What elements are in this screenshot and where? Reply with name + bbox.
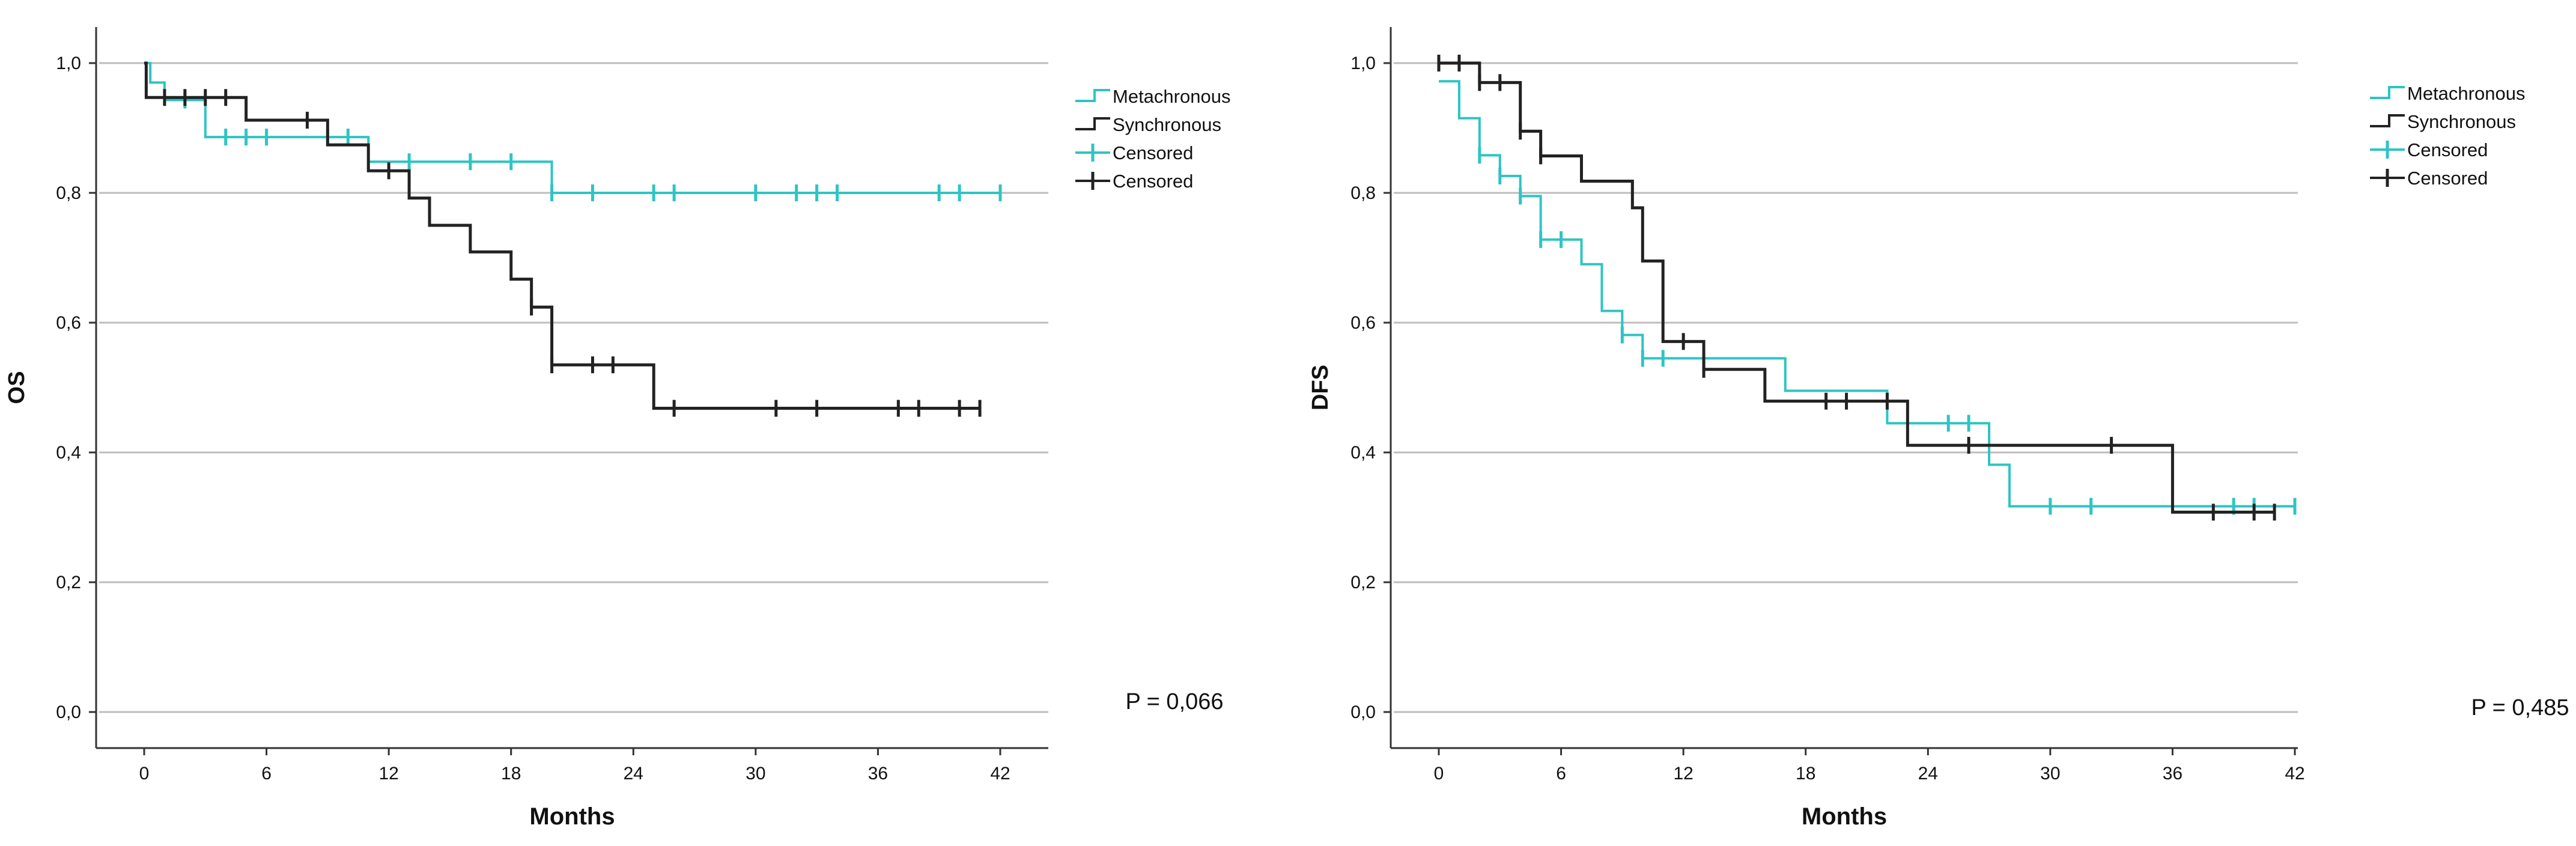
x-tick-label: 42 — [990, 764, 1010, 784]
legend-line-swatch — [2370, 86, 2405, 99]
x-tick-label: 36 — [2163, 764, 2183, 784]
y-axis-title: OS — [4, 371, 29, 404]
metachronous-survival-line — [1439, 80, 2295, 508]
y-tick-label: 0,6 — [1350, 313, 1376, 333]
legend-label: Metachronous — [2407, 83, 2525, 104]
x-tick-label: 6 — [1556, 764, 1566, 784]
legend-label: Censored — [2407, 139, 2488, 160]
x-tick-label: 6 — [261, 764, 272, 784]
x-tick-label: 24 — [1918, 764, 1938, 784]
legend-label: Metachronous — [1113, 86, 1230, 107]
legend-line-swatch — [2370, 114, 2405, 127]
dfs-chart: 0,0 0,2 0,4 0,6 0,8 1,0 0 6 12 18 24 30 36 42 Months DF… — [1308, 27, 2569, 830]
x-tick-label: 36 — [868, 764, 888, 784]
y-tick-label: 0,0 — [1350, 702, 1376, 722]
os-chart: 0,0 0,2 0,4 0,6 0,8 1,0 0 6 12 18 24 30 36 42 Months OS… — [4, 27, 1230, 830]
synchronous-survival-line — [1439, 61, 2275, 514]
y-tick-label: 0,8 — [1350, 183, 1376, 203]
legend-label: Censored — [1113, 142, 1193, 163]
x-tick-label: 30 — [2040, 764, 2060, 784]
x-tick-label: 18 — [501, 764, 521, 784]
x-axis-title: Months — [529, 803, 615, 830]
y-tick-label: 0,0 — [56, 702, 81, 722]
legend-label: Synchronous — [2407, 111, 2516, 132]
y-tick-label: 0,4 — [56, 443, 81, 463]
x-tick-label: 12 — [1673, 764, 1693, 784]
x-tick-label: 18 — [1796, 764, 1815, 784]
y-tick-label: 0,2 — [1350, 573, 1376, 592]
legend-line-swatch — [1075, 117, 1110, 130]
y-tick-label: 0,4 — [1350, 443, 1376, 463]
x-tick-label: 30 — [746, 764, 765, 784]
x-tick-label: 42 — [2285, 764, 2304, 784]
y-tick-label: 1,0 — [56, 53, 81, 73]
legend-label: Synchronous — [1113, 114, 1221, 135]
x-tick-label: 12 — [378, 764, 398, 784]
p-value-annotation: P = 0,485 — [2471, 695, 2569, 720]
legend-label: Censored — [1113, 171, 1193, 192]
y-tick-label: 0,2 — [56, 573, 81, 592]
x-axis-title: Months — [1802, 803, 1887, 830]
legend-line-swatch — [1075, 89, 1110, 102]
x-tick-label: 0 — [139, 764, 150, 784]
legend-label: Censored — [2407, 168, 2488, 189]
x-tick-label: 24 — [624, 764, 643, 784]
metachronous-survival-line — [144, 62, 1000, 194]
p-value-annotation: P = 0,066 — [1125, 689, 1223, 714]
x-tick-label: 0 — [1434, 764, 1444, 784]
y-tick-label: 0,8 — [56, 183, 81, 203]
y-tick-label: 0,6 — [56, 313, 81, 333]
synchronous-survival-line — [144, 61, 980, 410]
y-tick-label: 1,0 — [1350, 53, 1376, 73]
y-axis-title: DFS — [1308, 365, 1333, 410]
